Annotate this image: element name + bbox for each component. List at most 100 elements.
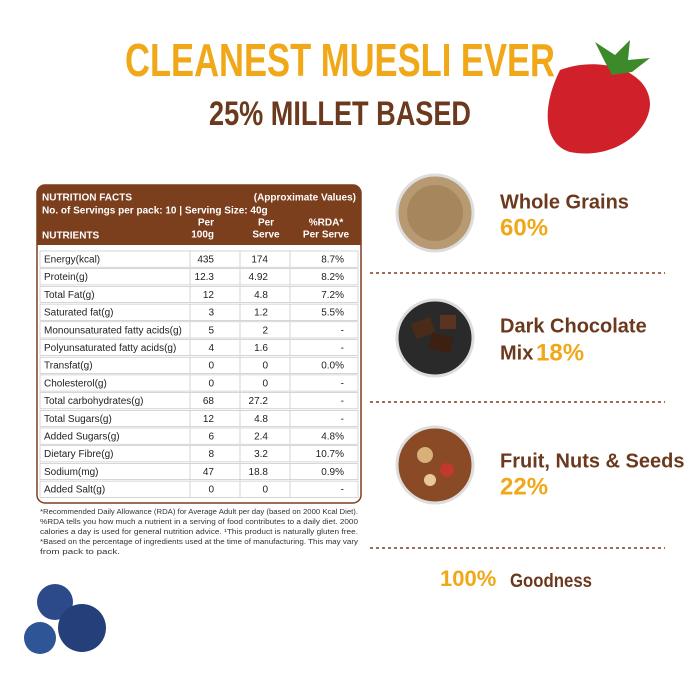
footnote-line: %RDA tells you how much a nutrient in a … bbox=[40, 517, 358, 526]
cell: 47 bbox=[203, 467, 215, 478]
cell: 12.3 bbox=[195, 272, 215, 283]
cell: 0.0% bbox=[321, 361, 344, 372]
dividers bbox=[370, 272, 665, 549]
ingredient-percent: 60% bbox=[500, 214, 548, 241]
row-box bbox=[39, 356, 359, 374]
column-header: Serve bbox=[252, 230, 280, 241]
cell: 3.2 bbox=[254, 449, 268, 460]
cell: 3 bbox=[208, 308, 214, 319]
column-header: Per Serve bbox=[303, 230, 350, 241]
cell: 68 bbox=[203, 396, 215, 407]
column-header: Per bbox=[258, 218, 274, 229]
row-box bbox=[39, 250, 359, 268]
table-title: NUTRITION FACTS bbox=[42, 193, 132, 204]
cell: 7.2% bbox=[321, 290, 344, 301]
cell: 2.4 bbox=[254, 431, 268, 442]
row-box bbox=[39, 463, 359, 480]
cell: Polyunsaturated fatty acids(g) bbox=[44, 343, 176, 354]
cell: Total Fat(g) bbox=[44, 290, 95, 301]
cell: 5.5% bbox=[321, 308, 344, 319]
ingredient-name: Dark Chocolate bbox=[500, 315, 647, 337]
cell: 4.8% bbox=[321, 431, 344, 442]
table-header bbox=[37, 185, 361, 245]
ingredient-name: Whole Grains bbox=[500, 191, 629, 213]
cell: 435 bbox=[197, 254, 214, 265]
cell: - bbox=[341, 396, 344, 407]
cell: 6 bbox=[208, 431, 214, 442]
grain-image bbox=[395, 173, 475, 253]
cell: - bbox=[341, 325, 344, 336]
cell: - bbox=[341, 343, 344, 354]
row-box bbox=[39, 268, 359, 286]
cell: Total Sugars(g) bbox=[44, 414, 112, 425]
ingredient-name: Fruit, Nuts & Seeds bbox=[500, 450, 684, 472]
cell: 2 bbox=[262, 325, 268, 336]
cell: - bbox=[341, 378, 344, 389]
cell: Saturated fat(g) bbox=[44, 308, 113, 319]
cell: 4.92 bbox=[249, 272, 269, 283]
cell: 8.2% bbox=[321, 272, 344, 283]
strawberry bbox=[547, 40, 650, 154]
row-box bbox=[39, 339, 359, 357]
cell: Energy(kcal) bbox=[44, 254, 100, 265]
cell: 174 bbox=[251, 254, 268, 265]
column-header: NUTRIENTS bbox=[42, 231, 100, 242]
cell: 12 bbox=[203, 414, 215, 425]
table-note: (Approximate Values) bbox=[254, 193, 356, 204]
title: CLEANEST MUESLI EVER bbox=[125, 34, 555, 86]
subtitle: 25% MILLET BASED bbox=[209, 95, 471, 133]
footnote-line: *Based on the percentage of ingredients … bbox=[40, 537, 358, 546]
column-header: 100g bbox=[191, 230, 214, 241]
ingredient-percent: 18% bbox=[536, 339, 584, 366]
row-box bbox=[39, 321, 359, 339]
blueberries bbox=[24, 584, 106, 654]
cell: 1.6 bbox=[254, 343, 268, 354]
cell: Added Salt(g) bbox=[44, 485, 105, 496]
row-box bbox=[39, 286, 359, 303]
cell: 0 bbox=[262, 485, 268, 496]
cell: 4.8 bbox=[254, 290, 268, 301]
goodness-percent: 100% bbox=[440, 566, 496, 591]
column-header: %RDA* bbox=[309, 218, 344, 229]
ingredient-name: Mix bbox=[500, 342, 533, 364]
row-box bbox=[39, 445, 359, 463]
cell: Total carbohydrates(g) bbox=[44, 396, 144, 407]
footnote-line: from pack to pack. bbox=[40, 547, 120, 556]
column-header: Per bbox=[198, 218, 214, 229]
row-box bbox=[39, 303, 359, 321]
cell: Protein(g) bbox=[44, 272, 88, 283]
row-box bbox=[39, 374, 359, 392]
cell: Cholesterol(g) bbox=[44, 378, 107, 389]
cell: 0 bbox=[262, 378, 268, 389]
cell: 4.8 bbox=[254, 414, 268, 425]
cell: 0 bbox=[208, 378, 214, 389]
footnote-line: *Recommended Daily Allowance (RDA) for A… bbox=[40, 507, 358, 516]
servings: No. of Servings per pack: 10 | Serving S… bbox=[42, 206, 268, 217]
goodness-text: Goodness bbox=[510, 571, 592, 592]
cell: 12 bbox=[203, 290, 215, 301]
cell: 8.7% bbox=[321, 254, 344, 265]
cell: - bbox=[341, 485, 344, 496]
cell: 18.8 bbox=[249, 467, 269, 478]
footnote-line: calories a day is used for general nutri… bbox=[40, 527, 358, 536]
cell: 0 bbox=[208, 485, 214, 496]
cell: Monounsaturated fatty acids(g) bbox=[44, 325, 182, 336]
cell: Sodium(mg) bbox=[44, 467, 98, 478]
nuts-image bbox=[395, 425, 475, 505]
cell: 1.2 bbox=[254, 308, 268, 319]
cell: 8 bbox=[208, 449, 214, 460]
cell: Dietary Fibre(g) bbox=[44, 449, 113, 460]
cell: - bbox=[341, 414, 344, 425]
cell: 0.9% bbox=[321, 467, 344, 478]
row-box bbox=[39, 480, 359, 498]
row-box bbox=[39, 409, 359, 427]
chocolate-image bbox=[395, 298, 475, 378]
cell: Added Sugars(g) bbox=[44, 431, 120, 442]
cell: 0 bbox=[208, 361, 214, 372]
ingredient-percent: 22% bbox=[500, 473, 548, 500]
cell: 10.7% bbox=[316, 449, 344, 460]
row-box bbox=[39, 392, 359, 410]
cell: 27.2 bbox=[249, 396, 269, 407]
cell: 4 bbox=[208, 343, 214, 354]
